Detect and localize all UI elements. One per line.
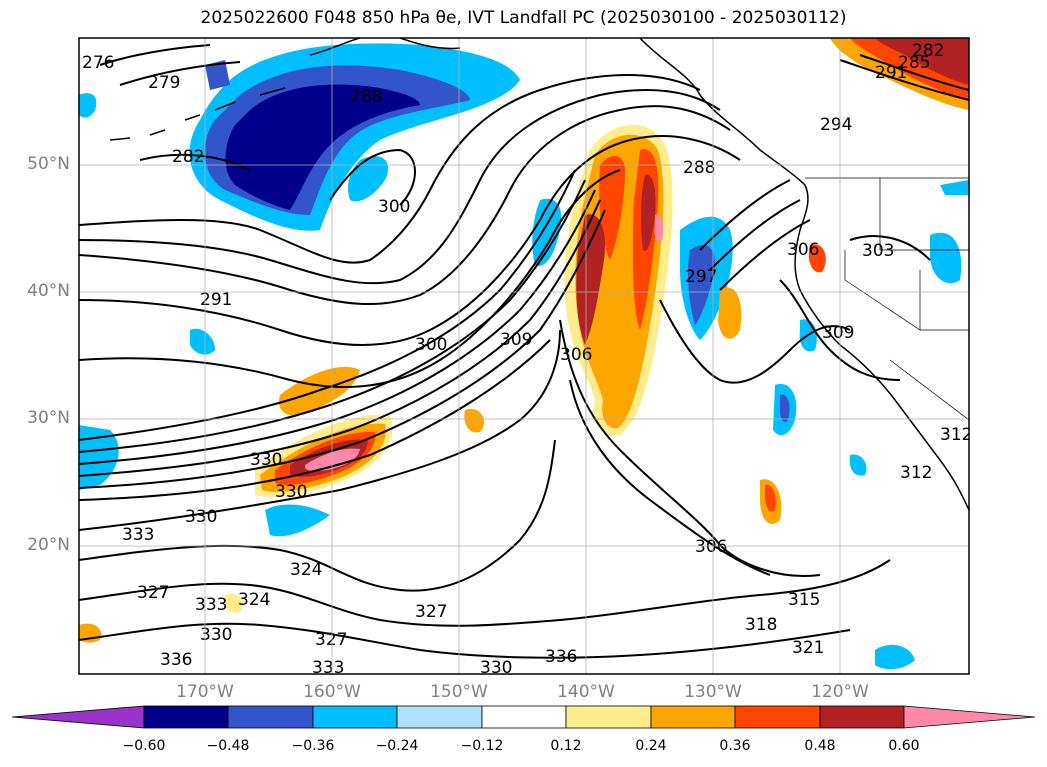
lon-label: 160°W [303,682,361,702]
lon-label: 140°W [557,682,615,702]
contour-label: 282 [912,41,944,61]
colorbar-tick: 0.12 [550,738,582,754]
contour-label: 306 [560,345,592,365]
contour-label: 300 [415,335,447,355]
contour-label: 327 [315,630,347,650]
colorbar-tick: −0.48 [206,738,250,754]
colorbar-tick: 0.48 [804,738,836,754]
contour-label: 336 [545,647,577,667]
contour-label: 285 [898,53,930,73]
contour-label: 330 [275,482,307,502]
colorbar-tick: −0.60 [122,738,166,754]
colorbar-tick: −0.24 [375,738,419,754]
gridlines [79,38,969,674]
contour-label: 303 [862,241,894,261]
contour-label: 330 [250,450,282,470]
lon-label: 150°W [430,682,488,702]
contour-label: 333 [122,525,154,545]
map-frame [78,37,970,675]
contour-label: 306 [695,537,727,557]
contour-label: 309 [822,323,854,343]
lon-label: 120°W [811,682,869,702]
contour-label: 312 [940,425,972,445]
colorbar-tick: 0.24 [635,738,667,754]
contour-label: 315 [788,590,820,610]
colorbar [11,705,1036,729]
contour-label: 291 [875,63,907,83]
contour-label: 276 [82,53,114,73]
colorbar-tick: −0.36 [291,738,335,754]
contour-label: 336 [160,650,192,670]
contour-label: 321 [792,638,824,658]
contour-label: 294 [820,115,852,135]
lat-label: 30°N [27,408,70,428]
contour-label: 282 [172,147,204,167]
contour-label: 312 [900,463,932,483]
contour-label: 288 [683,158,715,178]
negative-pc-shading [79,43,969,670]
lon-label: 130°W [684,682,742,702]
colorbar-tick: 0.36 [719,738,751,754]
contour-label: 306 [787,240,819,260]
contour-label: 291 [200,290,232,310]
contour-label: 330 [185,507,217,527]
state-borders [805,177,969,421]
lon-label: 170°W [176,682,234,702]
map-title: 2025022600 F048 850 hPa θe, IVT Landfall… [200,8,847,28]
contour-label: 327 [137,583,169,603]
contour-labels: 276 279 282 288 291 300 309 306 297 294 … [82,41,972,678]
contour-label: 318 [745,615,777,635]
colorbar-tick: −0.12 [460,738,504,754]
contour-label: 330 [480,658,512,678]
contour-label: 288 [350,87,382,107]
contour-label: 324 [238,590,270,610]
contour-label: 333 [312,658,344,678]
contour-label: 300 [378,197,410,217]
lat-label: 40°N [27,281,70,301]
lat-label: 20°N [27,535,70,555]
map-area: 276 279 282 288 291 300 309 306 297 294 … [79,38,972,678]
contour-label: 309 [500,330,532,350]
contour-label: 330 [200,625,232,645]
colorbar-tick: 0.60 [888,738,920,754]
coastlines [109,38,969,511]
lat-label: 50°N [27,154,70,174]
theta-e-contours [79,44,969,659]
contour-label: 279 [148,73,180,93]
contour-label: 297 [685,267,717,287]
contour-label: 333 [195,595,227,615]
contour-label: 324 [290,560,322,580]
contour-label: 327 [415,602,447,622]
